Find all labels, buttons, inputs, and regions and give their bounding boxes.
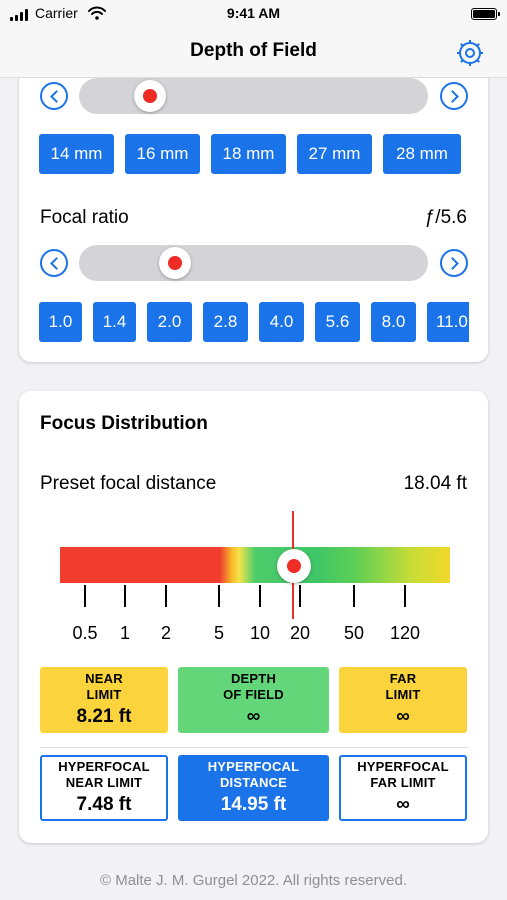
scale-label: 20 (289, 623, 311, 643)
focal-ratio-chip[interactable]: 11.0 (427, 302, 469, 342)
scale-label: 2 (160, 623, 172, 643)
depth-of-field-value: ∞ (246, 706, 261, 727)
scale-label: 50 (343, 623, 365, 643)
focal-ratio-chip-row: 1.0 1.4 2.0 2.8 4.0 5.6 8.0 11.0 (19, 44, 469, 364)
near-limit-box: NEAR LIMIT 8.21 ft (40, 667, 168, 733)
focal-ratio-value: ƒ/5.6 (424, 207, 467, 228)
page-title: Depth of Field (190, 40, 317, 61)
focal-length-chip[interactable]: 18 mm (211, 134, 286, 174)
focus-distance-knob[interactable] (277, 549, 311, 583)
scale-tick (124, 585, 126, 607)
focal-length-slider-knob[interactable] (134, 80, 167, 112)
focal-ratio-chip[interactable]: 5.6 (315, 302, 360, 342)
scale-tick (165, 585, 167, 607)
status-time: 9:41 AM (226, 5, 281, 21)
focal-ratio-chip[interactable]: 2.8 (203, 302, 248, 342)
focal-ratio-decrease-button[interactable] (40, 249, 68, 277)
hyperfocal-near-value: 7.48 ft (76, 794, 132, 815)
preset-focal-distance-label: Preset focal distance (40, 473, 217, 494)
scale-tick (404, 585, 406, 607)
focus-distribution-heading: Focus Distribution (40, 413, 208, 434)
status-bar: Carrier 9:41 AM (0, 0, 507, 28)
hyperfocal-distance-value: 14.95 ft (220, 794, 287, 815)
scale-label: 5 (213, 623, 225, 643)
divider (40, 747, 468, 748)
far-limit-value: ∞ (396, 706, 410, 727)
scale-label: 0.5 (72, 623, 98, 643)
near-limit-title: NEAR (85, 671, 123, 686)
far-limit-title: LIMIT (385, 687, 421, 702)
focal-ratio-chip[interactable]: 4.0 (259, 302, 304, 342)
hyperfocal-far-title: FAR LIMIT (370, 775, 436, 790)
near-limit-title: LIMIT (86, 687, 122, 702)
hyperfocal-distance-title: HYPERFOCAL (207, 759, 300, 774)
far-limit-title: FAR (389, 671, 417, 686)
wifi-icon (88, 6, 106, 20)
focal-ratio-chip[interactable]: 1.4 (93, 302, 136, 342)
focal-length-chip[interactable]: 16 mm (125, 134, 200, 174)
hyperfocal-near-limit-box[interactable]: HYPERFOCAL NEAR LIMIT 7.48 ft (40, 755, 168, 821)
hyperfocal-far-limit-box[interactable]: HYPERFOCAL FAR LIMIT ∞ (339, 755, 467, 821)
scale-label: 120 (389, 623, 421, 643)
scale-label: 10 (249, 623, 271, 643)
focal-length-chip[interactable]: 28 mm (383, 134, 461, 174)
focal-length-decrease-button[interactable] (40, 82, 68, 110)
focal-length-slider[interactable] (79, 78, 428, 114)
focal-ratio-increase-button[interactable] (440, 249, 468, 277)
carrier-label: Carrier (35, 5, 78, 21)
near-limit-value: 8.21 ft (76, 706, 132, 727)
scale-tick (259, 585, 261, 607)
focus-distribution-card: Focus Distribution Preset focal distance… (19, 391, 488, 843)
scale-tick (84, 585, 86, 607)
focal-ratio-chip[interactable]: 8.0 (371, 302, 416, 342)
focal-ratio-label: Focal ratio (40, 207, 129, 228)
gear-icon[interactable] (455, 38, 485, 68)
depth-of-field-box: DEPTH OF FIELD ∞ (178, 667, 329, 733)
hyperfocal-far-title: HYPERFOCAL (357, 759, 449, 774)
top-bar: Carrier 9:41 AM Depth of Field (0, 0, 507, 78)
hyperfocal-far-value: ∞ (396, 794, 410, 815)
depth-of-field-title: DEPTH (230, 671, 277, 686)
focal-length-increase-button[interactable] (440, 82, 468, 110)
scale-label: 1 (119, 623, 131, 643)
preset-focal-distance-value: 18.04 ft (403, 473, 467, 494)
focus-distribution-bar[interactable] (60, 547, 450, 583)
hyperfocal-near-title: HYPERFOCAL (58, 759, 150, 774)
focal-ratio-slider[interactable] (79, 245, 428, 281)
battery-icon (471, 8, 500, 20)
depth-of-field-title: OF FIELD (223, 687, 284, 702)
scale-tick (353, 585, 355, 607)
scale-tick (299, 585, 301, 607)
far-limit-box: FAR LIMIT ∞ (339, 667, 467, 733)
copyright-footer: © Malte J. M. Gurgel 2022. All rights re… (99, 872, 407, 889)
hyperfocal-near-title: NEAR LIMIT (65, 775, 143, 790)
focal-ratio-chip[interactable]: 2.0 (147, 302, 192, 342)
hyperfocal-distance-title: DISTANCE (219, 775, 288, 790)
lens-settings-card: 14 mm 16 mm 18 mm 27 mm 28 mm Focal rati… (19, 44, 488, 362)
focal-ratio-chip[interactable]: 1.0 (39, 302, 82, 342)
scale-tick (218, 585, 220, 607)
focal-ratio-slider-knob[interactable] (159, 247, 192, 279)
hyperfocal-distance-box[interactable]: HYPERFOCAL DISTANCE 14.95 ft (178, 755, 329, 821)
focal-length-chip[interactable]: 27 mm (297, 134, 372, 174)
focal-length-chip[interactable]: 14 mm (39, 134, 114, 174)
signal-icon (10, 9, 30, 21)
